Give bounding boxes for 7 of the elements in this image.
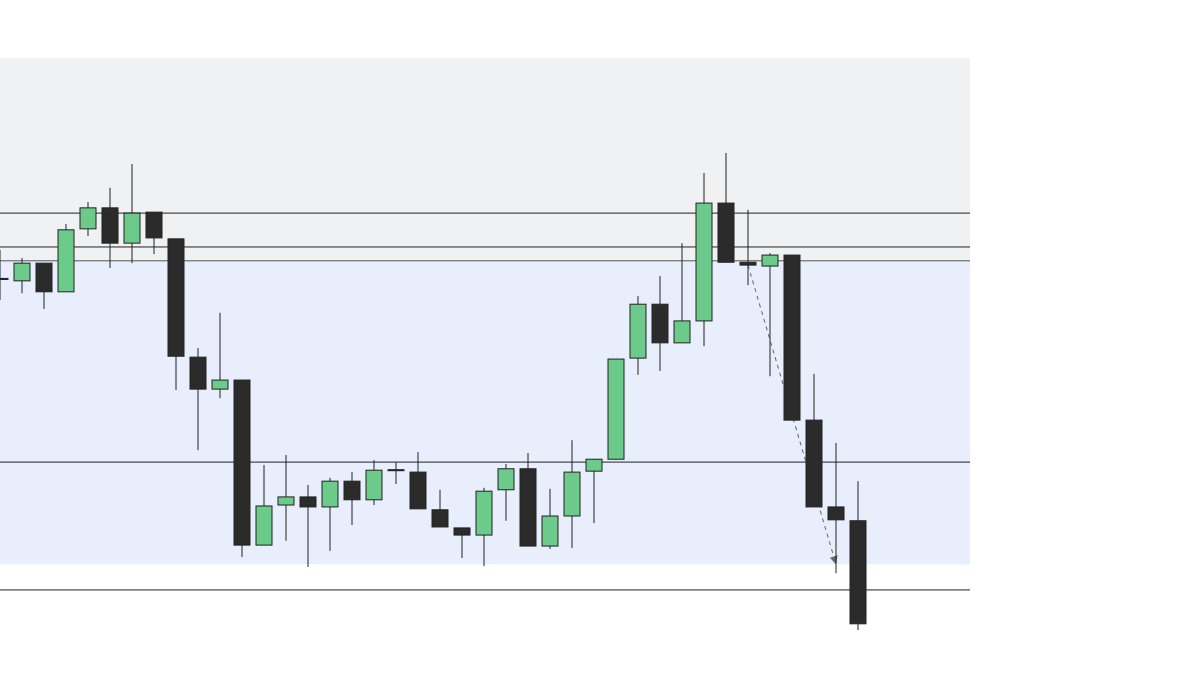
candlestick <box>343 471 361 526</box>
candlestick <box>761 252 779 377</box>
candlestick <box>211 312 229 399</box>
candlestick <box>453 527 471 559</box>
candlestick <box>299 484 317 568</box>
candlestick <box>13 257 31 294</box>
candlestick <box>431 489 449 528</box>
